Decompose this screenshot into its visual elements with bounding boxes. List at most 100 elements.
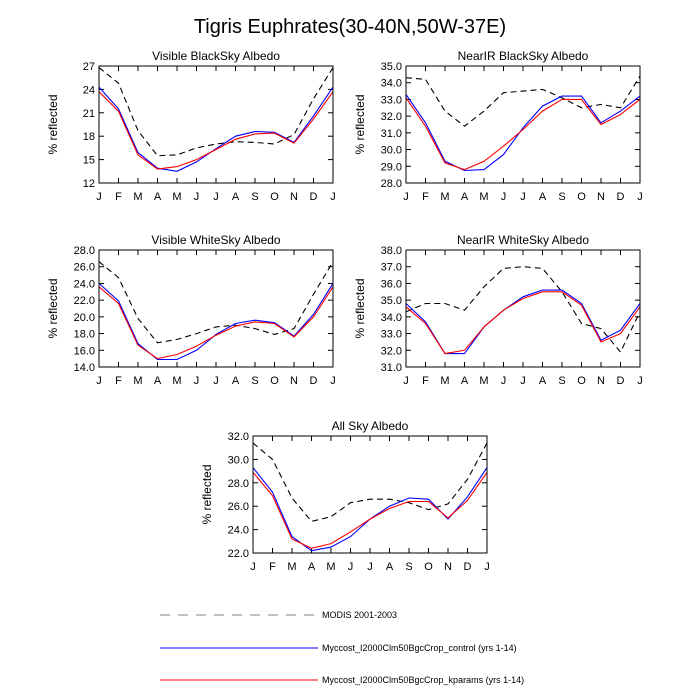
series-line-3 [98,91,334,170]
y-tick-label: 33.0 [381,329,402,341]
x-tick-label: A [232,375,240,387]
y-tick-label: 38.0 [381,245,402,257]
y-tick-label: 26.0 [228,501,249,513]
x-tick-label: D [617,191,625,203]
x-tick-label: O [270,375,279,387]
x-tick-label: M [440,191,449,203]
y-tick-label: 32.0 [381,345,402,357]
x-tick-label: J [403,375,409,387]
x-tick-label: M [287,561,296,573]
x-tick-label: M [479,191,488,203]
y-tick-label: 12 [83,178,95,190]
panel-title: NearIR WhiteSky Albedo [457,233,589,247]
x-tick-label: D [310,375,318,387]
series-line-3 [98,286,334,360]
x-tick-label: O [424,561,433,573]
x-tick-label: M [326,561,335,573]
figure-title: Tigris Euphrates(30-40N,50W-37E) [194,16,506,38]
chart-panel-2: NearIR BlackSky Albedo % reflected 28.0 29.… [353,49,643,203]
legend-label: Myccost_I2000Clm50BgcCrop_control (yrs 1… [322,643,517,653]
x-tick-label: J [330,191,336,203]
x-tick-label: N [597,191,605,203]
y-tick-label: 14.0 [74,362,95,374]
y-tick-label: 15 [83,155,95,167]
series-line-1 [252,442,488,523]
series-line-1 [405,75,641,127]
plot-frame [252,435,488,554]
x-tick-label: F [269,561,276,573]
y-axis-label: % reflected [353,278,367,338]
y-tick-label: 28.0 [228,478,249,490]
x-tick-label: A [154,191,162,203]
series-line-2 [98,86,334,172]
panel-title: All Sky Albedo [332,419,409,433]
panel-title: NearIR BlackSky Albedo [458,49,589,63]
x-tick-label: J [96,375,102,387]
x-tick-label: D [310,191,318,203]
x-tick-label: N [290,375,298,387]
x-tick-label: F [422,375,429,387]
x-tick-label: J [194,191,200,203]
series-line-3 [405,97,641,171]
y-tick-label: 27 [83,61,95,73]
chart-panel-5: All Sky Albedo % reflected 22.0 24.0 26.0 28.… [200,419,490,573]
x-tick-label: J [250,561,256,573]
y-tick-label: 31.0 [381,128,402,140]
x-tick-label: M [172,375,181,387]
x-tick-label: A [539,191,547,203]
y-tick-label: 18 [83,131,95,143]
y-tick-label: 26.0 [74,262,95,274]
x-tick-label: O [577,191,586,203]
chart-panel-1: Visible BlackSky Albedo % reflected 12 15 18… [46,49,336,203]
plot-frame [98,65,334,184]
x-tick-label: J [367,561,373,573]
legend-label: Myccost_I2000Clm50BgcCrop_kparams (yrs 1… [322,675,524,685]
y-tick-label: 24.0 [74,278,95,290]
x-tick-label: A [461,191,469,203]
legend-item-2: Myccost_I2000Clm50BgcCrop_control (yrs 1… [160,643,517,653]
x-tick-label: N [444,561,452,573]
x-tick-label: A [154,375,162,387]
x-tick-label: J [213,375,219,387]
x-tick-label: M [479,375,488,387]
x-tick-label: M [440,375,449,387]
x-tick-label: J [520,375,526,387]
series-line-3 [405,291,641,355]
x-tick-label: A [386,561,394,573]
y-tick-label: 21 [83,108,95,120]
y-tick-label: 22.0 [74,295,95,307]
y-tick-label: 16.0 [74,345,95,357]
x-tick-label: N [597,375,605,387]
x-tick-label: F [115,375,122,387]
x-tick-label: J [637,191,643,203]
x-tick-label: O [577,375,586,387]
y-tick-label: 24 [83,84,95,96]
series-line-1 [98,261,334,344]
y-tick-label: 34.0 [381,312,402,324]
x-tick-label: J [96,191,102,203]
plot-frame [405,65,641,184]
plot-frame [405,249,641,368]
y-tick-label: 34.0 [381,78,402,90]
y-tick-label: 35.0 [381,295,402,307]
x-tick-label: J [403,191,409,203]
y-tick-label: 32.0 [228,431,249,443]
x-tick-label: N [290,191,298,203]
y-tick-label: 32.0 [381,111,402,123]
y-tick-label: 24.0 [228,525,249,537]
y-tick-label: 28.0 [74,245,95,257]
x-tick-label: A [232,191,240,203]
plot-frame [98,249,334,368]
series-line-1 [405,266,641,354]
legend-item-3: Myccost_I2000Clm50BgcCrop_kparams (yrs 1… [160,675,524,685]
y-tick-label: 33.0 [381,94,402,106]
x-tick-label: D [617,375,625,387]
y-tick-label: 35.0 [381,61,402,73]
y-tick-label: 20.0 [74,312,95,324]
x-tick-label: O [270,191,279,203]
x-tick-label: J [501,375,507,387]
x-tick-label: A [308,561,316,573]
y-tick-label: 30.0 [381,145,402,157]
x-tick-label: J [520,191,526,203]
y-axis-label: % reflected [200,464,214,524]
